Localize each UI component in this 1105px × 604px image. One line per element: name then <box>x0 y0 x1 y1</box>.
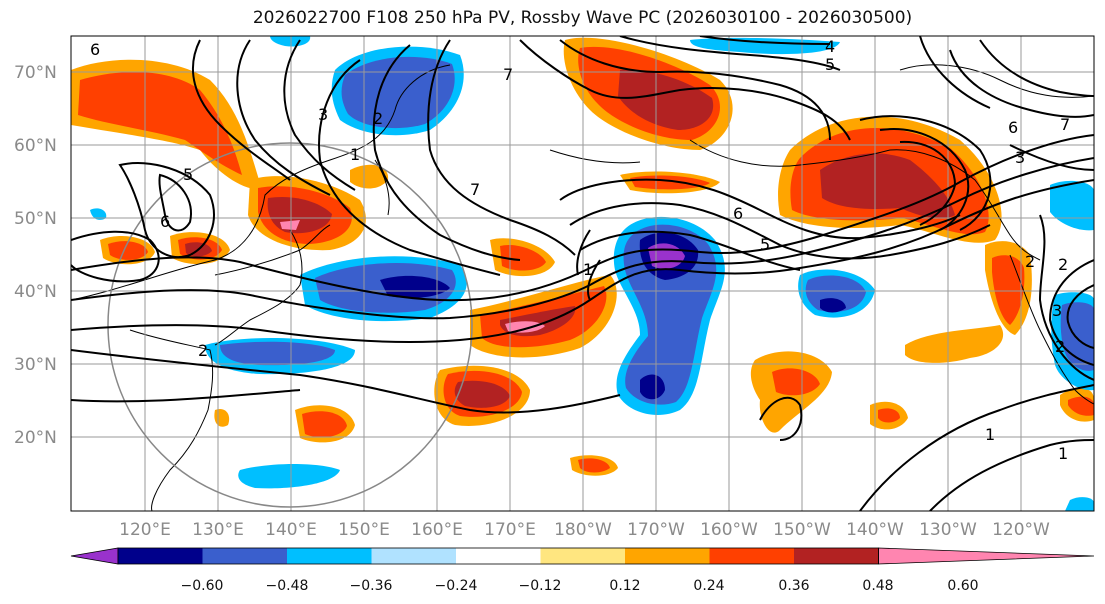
lon-label: 170°W <box>627 520 685 540</box>
lon-label: 140°W <box>846 520 904 540</box>
colorbar-tick-label: 0.48 <box>862 578 893 594</box>
lon-label: 150°E <box>338 520 390 540</box>
lon-label: 120°E <box>119 520 171 540</box>
pv-contours <box>71 36 1094 511</box>
colorbar <box>70 547 1095 565</box>
contour-label: 4 <box>825 37 835 56</box>
lon-label: 130°W <box>919 520 977 540</box>
colorbar-frame <box>117 547 879 565</box>
map-frame <box>70 35 1095 512</box>
contour-label: 2 <box>1025 252 1035 271</box>
lat-label: 50°N <box>14 209 57 229</box>
lon-label: 150°W <box>773 520 831 540</box>
lon-label: 120°W <box>992 520 1050 540</box>
contour-label: 5 <box>183 165 193 184</box>
coastlines <box>71 64 1094 511</box>
contour-label: 1 <box>583 260 593 279</box>
lon-label: 160°W <box>700 520 758 540</box>
colorbar-tick-label: −0.60 <box>181 578 224 594</box>
contour-label: 3 <box>1015 148 1025 167</box>
graticule <box>71 36 1094 511</box>
contour-label: 2 <box>1058 255 1068 274</box>
colorbar-tick-label: 0.12 <box>609 578 640 594</box>
map-panel: 3 2 1 5 6 7 2 4 5 6 5 7 6 7 3 2 1 1 1 2 … <box>71 36 1094 511</box>
lon-label: 140°E <box>265 520 317 540</box>
colorbar-segment <box>794 548 879 564</box>
colorbar-segment <box>456 548 541 564</box>
contour-label: 5 <box>825 55 835 74</box>
lat-label: 20°N <box>14 428 57 448</box>
contour-label: 6 <box>1008 118 1018 137</box>
contour-label: 1 <box>350 145 360 164</box>
contour-label: 6 <box>90 40 100 59</box>
contour-labels: 3 2 1 5 6 7 2 4 5 6 5 7 6 7 3 2 1 1 1 2 … <box>90 37 1070 463</box>
colorbar-segment <box>625 548 710 564</box>
contour-label: 2 <box>373 109 383 128</box>
colorbar-segment <box>118 548 203 564</box>
longitude-labels: 120°E 130°E 140°E 150°E 160°E 170°E 180°… <box>119 520 1050 540</box>
lon-label: 130°E <box>192 520 244 540</box>
lon-label: 170°E <box>484 520 536 540</box>
negative-anomaly-shading <box>90 36 1094 511</box>
colorbar-tick-label: 0.36 <box>778 578 809 594</box>
colorbar-segment <box>287 548 372 564</box>
colorbar-tick-label: −0.24 <box>435 578 478 594</box>
colorbar-tick-label: −0.36 <box>350 578 393 594</box>
contour-label: 3 <box>1052 301 1062 320</box>
colorbar-tick-label: −0.48 <box>266 578 309 594</box>
contour-label: 1 <box>1058 444 1068 463</box>
colorbar-ticks: −0.60 −0.48 −0.36 −0.24 −0.12 0.12 0.24 … <box>181 578 979 594</box>
lat-label: 30°N <box>14 355 57 375</box>
reference-circle <box>107 142 473 508</box>
contour-label: 1 <box>985 425 995 444</box>
colorbar-tick-label: 0.60 <box>947 578 978 594</box>
colorbar-tick-label: 0.24 <box>693 578 724 594</box>
colorbar-segment <box>202 548 288 564</box>
contour-label: 5 <box>760 235 770 254</box>
colorbar-extend-right <box>878 547 1095 565</box>
contour-label: 6 <box>160 212 170 231</box>
lat-label: 60°N <box>14 136 57 156</box>
contour-label: 3 <box>318 105 328 124</box>
contour-label: 7 <box>1060 115 1070 134</box>
contour-label: 7 <box>470 180 480 199</box>
contour-label: 7 <box>503 65 513 84</box>
contour-label: 2 <box>198 341 208 360</box>
lon-label: 160°E <box>411 520 463 540</box>
lat-label: 40°N <box>14 282 57 302</box>
contour-label: 2 <box>1055 337 1065 356</box>
colorbar-segment <box>540 548 626 564</box>
lat-label: 70°N <box>14 63 57 83</box>
contour-label: 6 <box>733 204 743 223</box>
colorbar-segment <box>709 548 795 564</box>
lon-label: 180°W <box>554 520 612 540</box>
latitude-labels: 70°N 60°N 50°N 40°N 30°N 20°N <box>14 63 57 448</box>
colorbar-segment <box>371 548 457 564</box>
colorbar-tick-label: −0.12 <box>519 578 562 594</box>
map-title: 2026022700 F108 250 hPa PV, Rossby Wave … <box>252 8 913 28</box>
colorbar-extend-left <box>70 547 119 565</box>
